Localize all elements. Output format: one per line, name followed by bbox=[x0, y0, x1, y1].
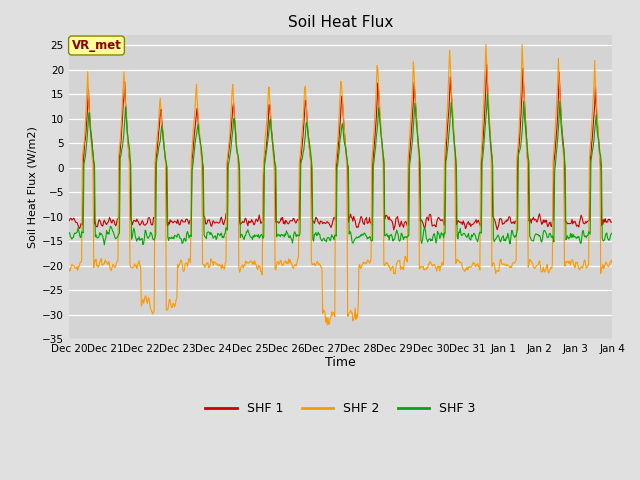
SHF 3 bbox=[608, 230, 616, 236]
SHF 1 bbox=[131, 217, 138, 223]
Legend: SHF 1, SHF 2, SHF 3: SHF 1, SHF 2, SHF 3 bbox=[200, 397, 481, 420]
SHF 1 bbox=[186, 218, 193, 224]
SHF 3 bbox=[187, 232, 195, 238]
SHF 1 bbox=[423, 214, 431, 220]
SHF 2 bbox=[323, 322, 331, 328]
SHF 3 bbox=[100, 242, 108, 248]
Line: SHF 3: SHF 3 bbox=[69, 94, 612, 245]
SHF 3 bbox=[407, 150, 415, 156]
X-axis label: Time: Time bbox=[325, 356, 356, 369]
SHF 3 bbox=[484, 91, 492, 96]
SHF 2 bbox=[186, 257, 193, 263]
Y-axis label: Soil Heat Flux (W/m2): Soil Heat Flux (W/m2) bbox=[28, 126, 38, 248]
SHF 3 bbox=[215, 232, 223, 238]
SHF 1 bbox=[214, 220, 222, 226]
SHF 2 bbox=[75, 264, 83, 269]
SHF 1 bbox=[65, 218, 73, 224]
SHF 3 bbox=[65, 230, 73, 236]
SHF 1 bbox=[483, 61, 490, 67]
SHF 2 bbox=[214, 263, 222, 269]
SHF 2 bbox=[608, 261, 616, 266]
Text: VR_met: VR_met bbox=[72, 39, 122, 52]
SHF 1 bbox=[390, 227, 397, 233]
SHF 2 bbox=[407, 111, 415, 117]
SHF 3 bbox=[423, 237, 431, 242]
SHF 3 bbox=[131, 234, 139, 240]
Line: SHF 2: SHF 2 bbox=[69, 45, 612, 325]
SHF 2 bbox=[423, 264, 431, 270]
SHF 1 bbox=[608, 219, 616, 225]
Title: Soil Heat Flux: Soil Heat Flux bbox=[288, 15, 393, 30]
SHF 1 bbox=[75, 224, 83, 230]
SHF 2 bbox=[482, 42, 490, 48]
SHF 3 bbox=[75, 228, 83, 233]
SHF 2 bbox=[65, 265, 73, 271]
SHF 1 bbox=[407, 134, 415, 140]
SHF 2 bbox=[131, 261, 138, 267]
Line: SHF 1: SHF 1 bbox=[69, 64, 612, 230]
